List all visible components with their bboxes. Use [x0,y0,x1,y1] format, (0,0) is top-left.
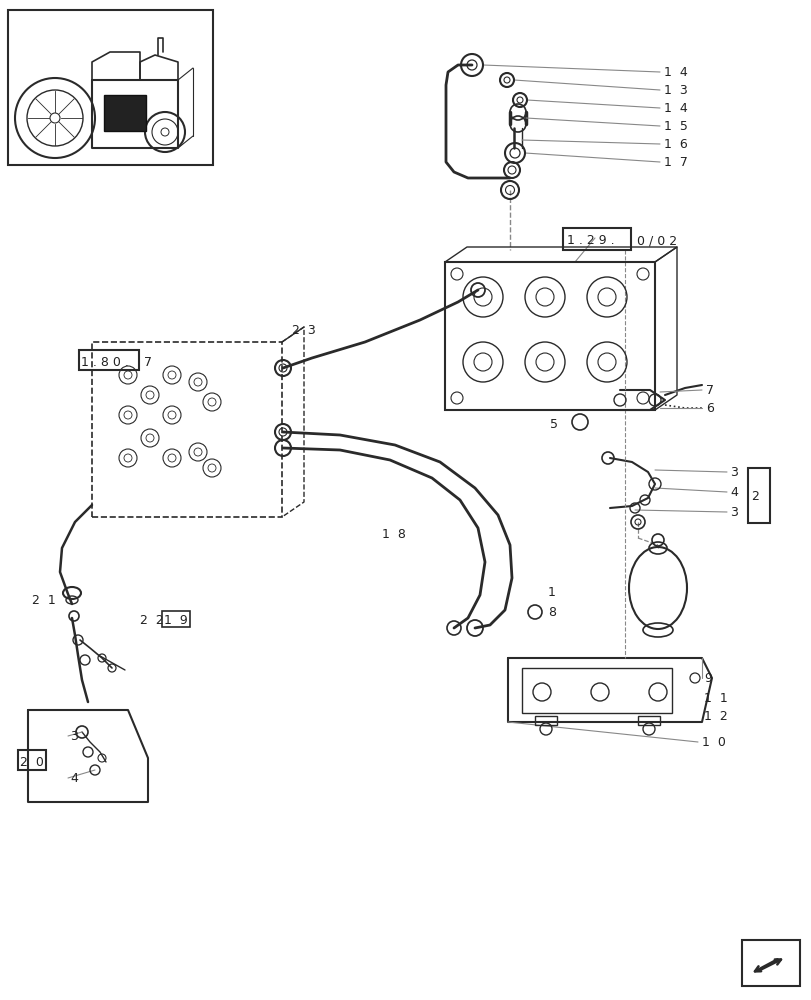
Text: 7: 7 [705,383,713,396]
Text: 1  3: 1 3 [663,84,687,97]
Text: 1 . 8 0 .: 1 . 8 0 . [81,356,129,368]
Bar [8,10,212,165]
Text: 2  3: 2 3 [292,324,315,336]
Bar [92,342,281,517]
Text: 1  1: 1 1 [703,692,727,704]
Bar [747,468,769,523]
Text: 3: 3 [729,506,737,518]
Text: 1  4: 1 4 [663,102,687,115]
Bar [18,750,46,770]
Bar [104,95,146,131]
Text: 1  9: 1 9 [164,613,187,626]
Text: 1  8: 1 8 [381,528,406,542]
Bar [162,611,190,627]
Bar [79,350,139,370]
Bar [637,716,659,725]
Bar [444,262,654,410]
Text: 1 . 2 9 .: 1 . 2 9 . [566,234,614,247]
Text: 3: 3 [729,466,737,479]
Text: 8: 8 [547,605,556,618]
Text: 1  4: 1 4 [663,66,687,79]
Text: 5: 5 [549,418,557,432]
Bar [562,228,630,250]
Bar [741,940,799,986]
Text: 1  6: 1 6 [663,138,687,151]
Text: 1  7: 1 7 [663,156,687,169]
Text: 0 / 0 2: 0 / 0 2 [636,234,676,247]
Text: 9: 9 [703,672,711,684]
Text: 1: 1 [547,586,556,599]
Text: 2  1: 2 1 [32,593,56,606]
Bar [521,668,672,713]
Text: 2: 2 [750,489,758,502]
Text: 2  2: 2 2 [139,613,164,626]
Text: 3: 3 [70,729,78,742]
Text: 1  0: 1 0 [702,735,725,748]
Text: 4: 4 [70,772,78,784]
Text: 6: 6 [705,401,713,414]
Text: 2  0: 2 0 [20,756,44,768]
Bar [534,716,556,725]
Text: 4: 4 [729,486,737,498]
Text: 1  5: 1 5 [663,120,687,133]
Text: 7: 7 [144,356,152,368]
Text: 1  2: 1 2 [703,710,727,722]
